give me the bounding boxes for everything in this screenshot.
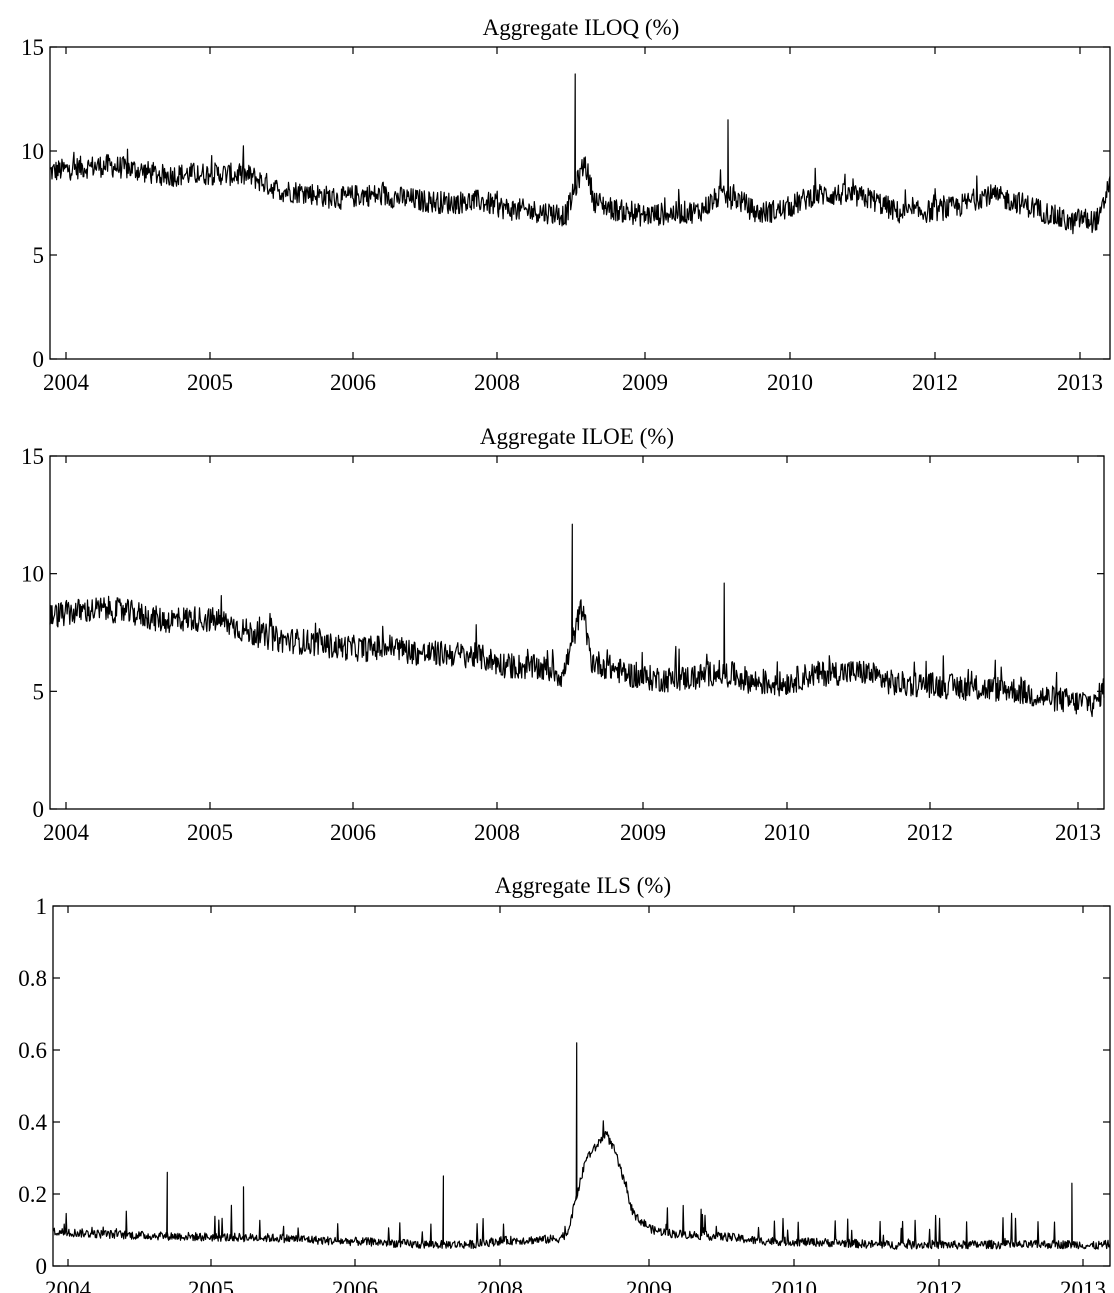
x-tick-label: 2012 [912, 370, 958, 395]
series-line [49, 73, 1111, 235]
x-tick-label: 2012 [916, 1277, 962, 1293]
y-tick-label: 10 [21, 139, 44, 164]
plot-frame [49, 46, 1111, 360]
y-tick-label: 0.8 [18, 966, 47, 991]
x-tick-label: 2005 [188, 1277, 234, 1293]
y-tick-label: 0.6 [18, 1038, 47, 1063]
x-tick-label: 2008 [474, 820, 520, 845]
chart-title: Aggregate ILS (%) [495, 873, 671, 898]
y-tick-label: 5 [33, 243, 45, 268]
chart-title: Aggregate ILOQ (%) [483, 15, 680, 40]
x-tick-label: 2006 [330, 820, 376, 845]
x-tick-label: 2013 [1060, 1277, 1106, 1293]
x-tick-label: 2004 [43, 820, 90, 845]
y-tick-label: 15 [21, 444, 44, 469]
x-tick-label: 2005 [187, 820, 233, 845]
x-tick-label: 2008 [474, 370, 520, 395]
series-line [52, 1042, 1111, 1250]
x-tick-label: 2012 [907, 820, 953, 845]
x-tick-label: 2010 [767, 370, 813, 395]
chart-aggregate-iloq: Aggregate ILOQ (%) 0 5 10 15 2004 2005 2006 200… [21, 15, 1111, 395]
x-tick-label: 2006 [330, 370, 376, 395]
y-tick-label: 0.2 [18, 1182, 47, 1207]
chart-aggregate-iloe: Aggregate ILOE (%) 0 5 10 15 2004 2005 2006 200… [21, 424, 1105, 845]
y-tick-label: 15 [21, 35, 44, 60]
y-tick-label: 0 [36, 1254, 48, 1279]
x-tick-label: 2004 [43, 370, 90, 395]
x-tick-label: 2013 [1055, 820, 1101, 845]
y-tick-label: 0.4 [18, 1110, 47, 1135]
y-tick-label: 10 [21, 562, 44, 587]
x-tick-label: 2006 [332, 1277, 378, 1293]
y-tick-label: 5 [33, 679, 45, 704]
x-tick-label: 2010 [771, 1277, 817, 1293]
chart-aggregate-ils: Aggregate ILS (%) 0 0.2 0.4 0.6 0.8 1 2004 2005… [18, 873, 1111, 1293]
y-tick-label: 0 [33, 347, 45, 372]
x-tick-label: 2008 [477, 1277, 523, 1293]
plot-frame [49, 455, 1105, 810]
x-tick-label: 2013 [1057, 370, 1103, 395]
x-tick-label: 2004 [45, 1277, 92, 1293]
x-tick-label: 2009 [626, 1277, 672, 1293]
series-line [49, 523, 1105, 718]
y-tick-label: 0 [33, 797, 45, 822]
y-tick-label: 1 [36, 894, 48, 919]
x-tick-label: 2010 [764, 820, 810, 845]
plot-frame [52, 905, 1111, 1267]
x-tick-label: 2009 [622, 370, 668, 395]
x-tick-label: 2005 [187, 370, 233, 395]
x-tick-label: 2009 [620, 820, 666, 845]
chart-title: Aggregate ILOE (%) [480, 424, 674, 449]
